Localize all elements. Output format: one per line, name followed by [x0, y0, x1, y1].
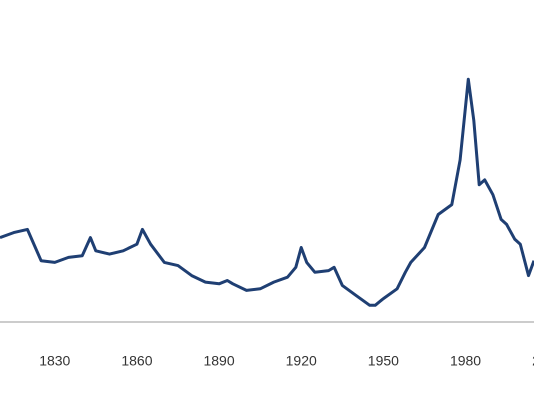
- x-tick-label: 1920: [286, 353, 317, 369]
- x-tick-label: 1890: [203, 353, 234, 369]
- x-tick-label: 1980: [450, 353, 481, 369]
- x-tick-label: 2010: [532, 353, 534, 369]
- data-line: [0, 77, 534, 307]
- x-tick-label: 1830: [39, 353, 70, 369]
- x-tick-label: 1950: [368, 353, 399, 369]
- x-tick-label: 1860: [121, 353, 152, 369]
